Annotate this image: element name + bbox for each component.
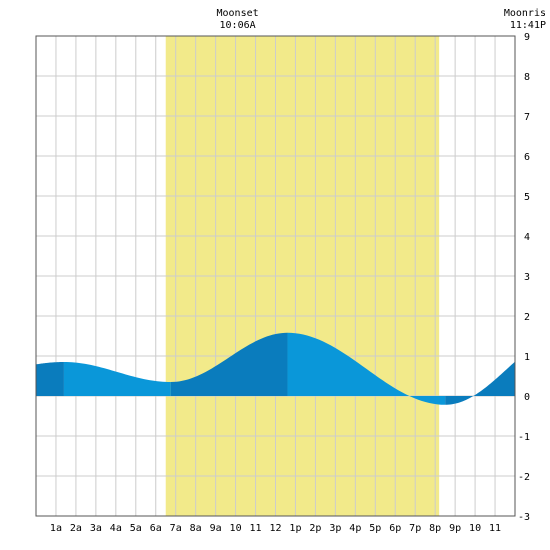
- x-tick-label: 4a: [110, 523, 122, 534]
- tide-area-segment: [36, 362, 64, 396]
- x-tick-label: 7p: [409, 523, 421, 534]
- x-tick-label: 9p: [449, 523, 461, 534]
- moon-event-label: Moonris: [504, 8, 546, 19]
- x-tick-label: 10: [469, 523, 481, 534]
- moon-event-label: Moonset: [217, 8, 259, 19]
- x-tick-label: 12: [269, 523, 281, 534]
- y-tick-label: 6: [524, 152, 530, 163]
- x-tick-label: 11: [489, 523, 501, 534]
- y-tick-label: 1: [524, 352, 530, 363]
- y-tick-label: -3: [518, 512, 530, 523]
- tide-area-segment: [170, 332, 288, 396]
- tide-area-segment: [445, 361, 515, 405]
- x-tick-label: 5a: [130, 523, 142, 534]
- y-tick-label: 5: [524, 192, 530, 203]
- x-tick-label: 1a: [50, 523, 62, 534]
- x-tick-label: 5p: [369, 523, 381, 534]
- plot-frame: [35, 35, 516, 517]
- tide-area-segment: [287, 332, 446, 405]
- x-tick-label: 3p: [329, 523, 341, 534]
- moon-event-time: 11:41P: [510, 20, 546, 31]
- x-tick-label: 8p: [429, 523, 441, 534]
- y-tick-label: 0: [524, 392, 530, 403]
- x-tick-label: 9a: [210, 523, 222, 534]
- x-tick-label: 6a: [150, 523, 162, 534]
- tide-area-segment: [63, 362, 171, 396]
- y-tick-label: 3: [524, 272, 530, 283]
- x-tick-label: 2p: [309, 523, 321, 534]
- y-tick-label: 8: [524, 72, 530, 83]
- x-tick-label: 4p: [349, 523, 361, 534]
- x-tick-label: 11: [250, 523, 262, 534]
- y-tick-label: -2: [518, 472, 530, 483]
- x-tick-label: 3a: [90, 523, 102, 534]
- x-tick-label: 10: [230, 523, 242, 534]
- y-tick-label: 7: [524, 112, 530, 123]
- moon-event-time: 10:06A: [220, 20, 256, 31]
- y-tick-label: -1: [518, 432, 530, 443]
- y-tick-label: 2: [524, 312, 530, 323]
- y-tick-label: 4: [524, 232, 530, 243]
- x-tick-label: 7a: [170, 523, 182, 534]
- x-tick-label: 8a: [190, 523, 202, 534]
- y-tick-label: 9: [524, 32, 530, 43]
- x-tick-label: 2a: [70, 523, 82, 534]
- x-tick-label: 6p: [389, 523, 401, 534]
- x-tick-label: 1p: [289, 523, 301, 534]
